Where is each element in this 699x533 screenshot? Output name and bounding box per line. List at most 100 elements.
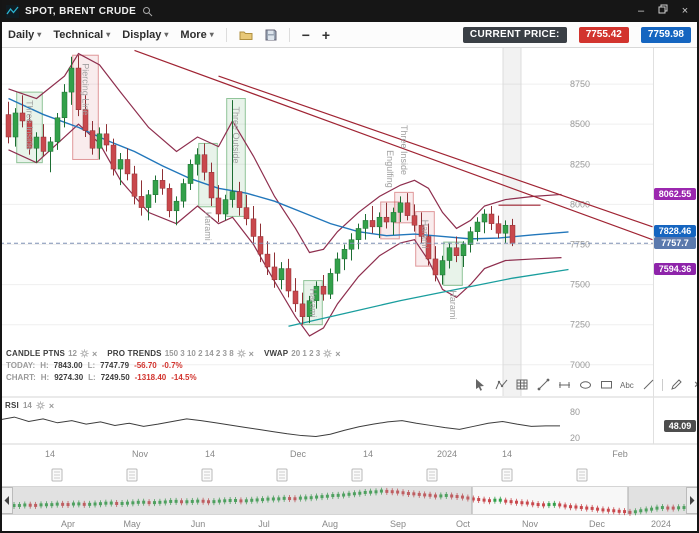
price-gridlines: 8750 8500 8250 8000 7750 7500 7250 7000: [0, 79, 653, 370]
svg-text:Three Outside: Three Outside: [231, 107, 241, 164]
close-icon[interactable]: ×: [690, 377, 699, 392]
svg-text:Dec: Dec: [290, 449, 307, 459]
today-stats: TODAY: H: 7843.00 L: 7747.79 -56.70 -0.7%: [6, 361, 183, 370]
pattern-grid-icon[interactable]: [515, 377, 530, 392]
main-toolbar: Daily ▾ Technical ▾ Display ▾ More ▾ − + CUR…: [0, 22, 699, 48]
menu-display[interactable]: Display ▾: [122, 28, 169, 41]
minimize-button[interactable]: –: [637, 5, 645, 17]
legend-candle-ptns: CANDLE PTNS 12 ×: [6, 348, 98, 359]
toolbar-divider: [662, 378, 663, 391]
ask-price-chip[interactable]: 7759.98: [640, 26, 691, 43]
save-icon[interactable]: [265, 29, 277, 41]
close-icon[interactable]: ×: [92, 348, 98, 359]
rsi-pane: 80 20: [0, 407, 580, 443]
svg-text:7750: 7750: [570, 239, 590, 249]
navigator-window[interactable]: [472, 487, 628, 514]
slash-icon[interactable]: [641, 377, 656, 392]
rectangle-icon[interactable]: [599, 377, 614, 392]
zigzag-icon[interactable]: [494, 377, 509, 392]
open-folder-icon[interactable]: [239, 29, 253, 41]
close-icon[interactable]: ×: [335, 348, 341, 359]
chevron-down-icon: ▾: [106, 30, 111, 39]
svg-text:80: 80: [570, 407, 580, 417]
svg-text:Aug: Aug: [322, 519, 338, 529]
chart-stats: CHART: H: 9274.30 L: 7249.50 -1318.40 -14.…: [6, 373, 197, 382]
legend-pro-trends: PRO TRENDS 150 3 10 2 14 2 3 8 ×: [107, 348, 254, 359]
settings-icon[interactable]: [323, 349, 332, 358]
svg-text:2024: 2024: [437, 449, 457, 459]
time-axis: 14 Nov 14 Dec 14 2024 14 Feb: [45, 449, 628, 459]
chevron-down-icon: ▾: [209, 30, 214, 39]
svg-text:Sep: Sep: [390, 519, 406, 529]
svg-text:Oct: Oct: [456, 519, 471, 529]
rsi-settings-icon[interactable]: [36, 401, 45, 410]
menu-more[interactable]: More ▾: [180, 28, 214, 41]
window-frame: [0, 531, 699, 533]
zoom-out-button[interactable]: −: [301, 26, 310, 43]
svg-text:May: May: [123, 519, 141, 529]
svg-text:Harami: Harami: [420, 220, 430, 249]
svg-text:Dec: Dec: [589, 519, 606, 529]
rsi-legend: RSI 14 ×: [5, 400, 55, 411]
drawing-toolbar: Abc ×: [473, 377, 699, 392]
svg-text:Abc: Abc: [620, 381, 634, 390]
toolbar-separator: [288, 27, 290, 42]
pane-dividers: [0, 48, 699, 515]
svg-text:Nov: Nov: [522, 519, 539, 529]
zoom-in-button[interactable]: +: [321, 26, 331, 43]
svg-text:14: 14: [45, 449, 55, 459]
menu-timeframe[interactable]: Daily ▾: [8, 28, 42, 41]
measure-icon[interactable]: [557, 377, 572, 392]
svg-text:8500: 8500: [570, 119, 590, 129]
svg-text:14: 14: [205, 449, 215, 459]
svg-text:8250: 8250: [570, 159, 590, 169]
restore-button[interactable]: [655, 0, 671, 22]
chevron-down-icon: ▾: [37, 30, 42, 39]
close-button[interactable]: ×: [681, 5, 689, 17]
navigator-months: Apr May Jun Jul Aug Sep Oct Nov Dec 2024: [61, 519, 671, 529]
svg-text:Three Inside: Three Inside: [399, 125, 409, 175]
svg-text:8750: 8750: [570, 79, 590, 89]
current-price-label: CURRENT PRICE:: [462, 26, 567, 43]
svg-text:Engulfing: Engulfing: [385, 150, 395, 188]
toolbar-separator: [225, 27, 227, 42]
candlestick-series: [5, 55, 516, 325]
svg-text:Jul: Jul: [258, 519, 270, 529]
svg-text:Harami: Harami: [203, 212, 213, 241]
svg-text:20: 20: [570, 433, 580, 443]
svg-text:8000: 8000: [570, 199, 590, 209]
rsi-close-icon[interactable]: ×: [48, 400, 55, 411]
settings-icon[interactable]: [80, 349, 89, 358]
app-logo-icon: [6, 4, 19, 18]
svg-text:7250: 7250: [570, 320, 590, 330]
svg-text:7000: 7000: [570, 360, 590, 370]
svg-text:Feb: Feb: [612, 449, 628, 459]
timeline-markers[interactable]: [51, 468, 588, 482]
cursor-icon[interactable]: [473, 377, 488, 392]
svg-text:Jun: Jun: [191, 519, 206, 529]
svg-text:Apr: Apr: [61, 519, 75, 529]
window-title: SPOT, BRENT CRUDE: [25, 5, 137, 17]
svg-text:Harami: Harami: [308, 289, 318, 318]
trendline-icon[interactable]: [536, 377, 551, 392]
pencil-icon[interactable]: [669, 377, 684, 392]
svg-text:7500: 7500: [570, 280, 590, 290]
window-frame: [0, 0, 2, 533]
legend-vwap: VWAP 20 1 2 3 ×: [263, 348, 341, 359]
search-icon[interactable]: [142, 6, 153, 17]
text-icon[interactable]: Abc: [620, 377, 635, 392]
ellipse-icon[interactable]: [578, 377, 593, 392]
close-icon[interactable]: ×: [248, 348, 254, 359]
svg-text:14: 14: [363, 449, 373, 459]
navigator[interactable]: [0, 487, 699, 516]
menu-technical[interactable]: Technical ▾: [53, 28, 111, 41]
svg-text:2024: 2024: [651, 519, 671, 529]
svg-text:Harami: Harami: [448, 290, 458, 319]
svg-text:14: 14: [502, 449, 512, 459]
settings-icon[interactable]: [237, 349, 246, 358]
window-frame: [697, 0, 699, 533]
bid-price-chip[interactable]: 7755.42: [578, 26, 629, 43]
titlebar: SPOT, BRENT CRUDE – ×: [0, 0, 699, 22]
